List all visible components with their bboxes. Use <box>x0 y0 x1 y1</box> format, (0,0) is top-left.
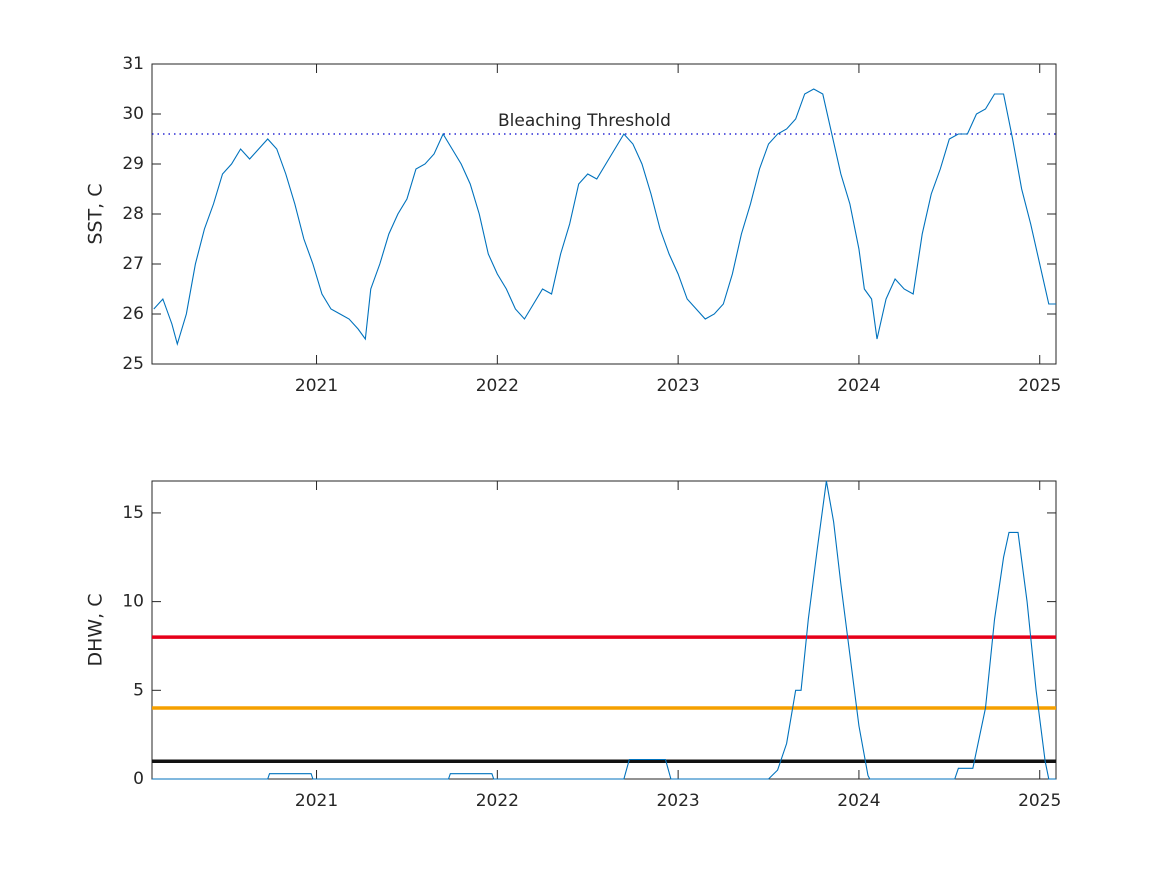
y-tick-label: 31 <box>122 54 144 74</box>
y-tick-label: 0 <box>133 769 144 789</box>
x-tick-label: 2024 <box>837 376 880 396</box>
plot-area <box>151 480 1057 780</box>
y-axis-label: SST, C <box>85 183 107 244</box>
y-tick-label: 15 <box>122 503 144 523</box>
x-tick-label: 2024 <box>837 791 880 811</box>
plot-area <box>151 63 1057 365</box>
y-axis-label: DHW, C <box>85 593 107 666</box>
subplot: 2021 2022 2023 2024 2025 25 26 27 28 29 30 31 SST, C… <box>85 54 1062 396</box>
x-tick-label: 2025 <box>1018 376 1061 396</box>
x-tick-label: 2022 <box>476 791 519 811</box>
y-tick-label: 29 <box>122 154 144 174</box>
y-tick-label: 26 <box>122 304 144 324</box>
x-tick-label: 2025 <box>1018 791 1061 811</box>
x-tick-label: 2021 <box>295 791 338 811</box>
x-tick-label: 2023 <box>656 791 699 811</box>
x-tick-label: 2023 <box>656 376 699 396</box>
data-line <box>153 88 1056 346</box>
x-tick-label: 2021 <box>295 376 338 396</box>
y-tick-label: 30 <box>122 104 144 124</box>
y-tick-label: 25 <box>122 354 144 374</box>
subplot: 2021 2022 2023 2024 2025 0 5 10 15 DHW, C <box>85 480 1061 811</box>
data-line <box>152 480 1056 780</box>
y-tick-label: 27 <box>122 254 144 274</box>
reference-label: Bleaching Threshold <box>498 111 671 131</box>
y-tick-label: 10 <box>122 592 144 612</box>
y-tick-label: 28 <box>122 204 144 224</box>
x-tick-label: 2022 <box>476 376 519 396</box>
y-tick-label: 5 <box>133 680 144 700</box>
